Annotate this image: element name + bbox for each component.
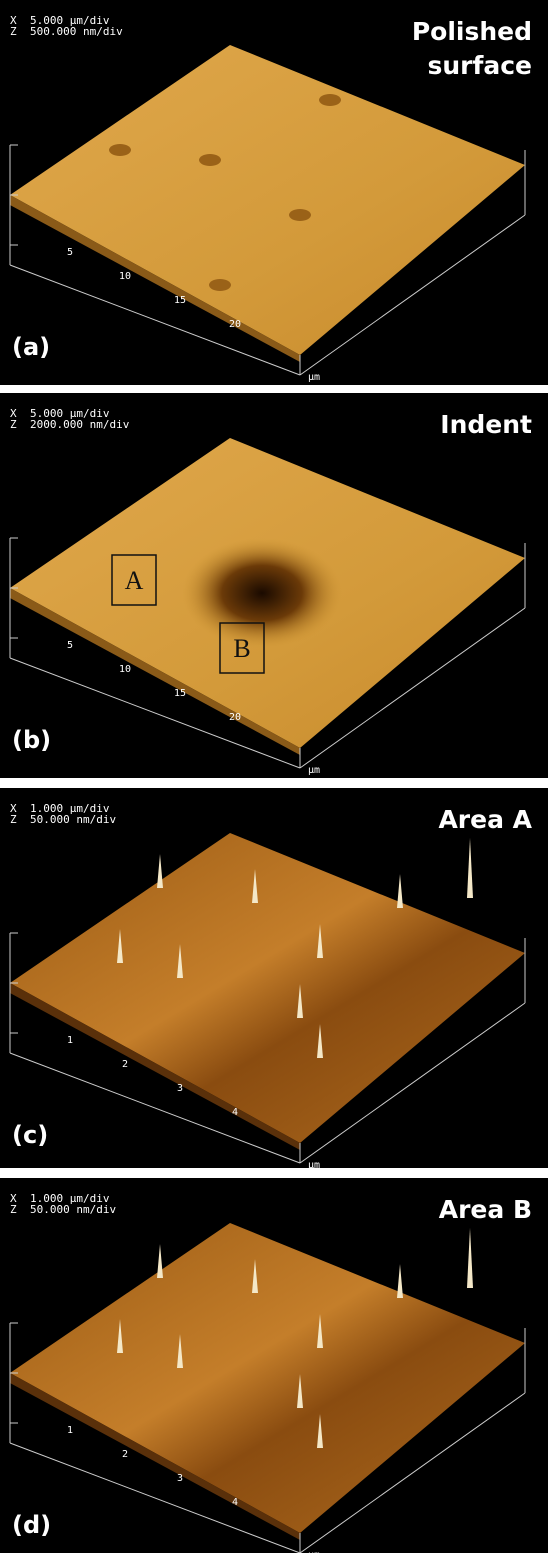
scale-axis: Z	[10, 25, 17, 38]
scale-value: 50.000 nm/div	[30, 813, 116, 826]
scale-value: 500.000 nm/div	[30, 25, 123, 38]
x-tick-label: 4	[232, 1107, 238, 1118]
x-tick-label: 2	[122, 1449, 128, 1460]
unit-label: µm	[308, 372, 320, 383]
x-tick-label: 15	[174, 295, 186, 306]
unit-label: µm	[308, 1160, 320, 1171]
panel-label: (c)	[12, 1121, 48, 1149]
figure: 5101520µmX5.000 µm/divZ500.000 nm/divPol…	[0, 0, 548, 1553]
panel-title: Area B	[439, 1195, 532, 1224]
scale-axis: Z	[10, 813, 17, 826]
x-tick-label: 5	[67, 640, 73, 651]
x-tick-label: 1	[67, 1425, 73, 1436]
panel-label: (d)	[12, 1511, 51, 1539]
indent	[182, 538, 342, 648]
x-tick-label: 1	[67, 1035, 73, 1046]
panel-label: (b)	[12, 726, 51, 754]
panel-label: (a)	[12, 333, 50, 361]
x-tick-label: 15	[174, 688, 186, 699]
x-tick-label: 3	[177, 1083, 183, 1094]
pit	[109, 144, 131, 156]
panel-title: Area A	[438, 805, 532, 834]
scale-value: 50.000 nm/div	[30, 1203, 116, 1216]
x-tick-label: 2	[122, 1059, 128, 1070]
x-tick-label: 4	[232, 1497, 238, 1508]
pit	[289, 209, 311, 221]
pit	[209, 279, 231, 291]
region-label: A	[125, 566, 144, 595]
x-tick-label: 10	[119, 271, 131, 282]
panel-title: surface	[427, 51, 532, 80]
scale-axis: Z	[10, 418, 17, 431]
scale-axis: Z	[10, 1203, 17, 1216]
x-tick-label: 10	[119, 664, 131, 675]
x-tick-label: 20	[229, 712, 241, 723]
x-tick-label: 5	[67, 247, 73, 258]
panel-title: Polished	[412, 17, 532, 46]
pit	[319, 94, 341, 106]
x-tick-label: 20	[229, 319, 241, 330]
x-tick-label: 3	[177, 1473, 183, 1484]
scale-value: 2000.000 nm/div	[30, 418, 130, 431]
pit	[199, 154, 221, 166]
panel-title: Indent	[440, 410, 532, 439]
region-label: B	[233, 634, 250, 663]
unit-label: µm	[308, 765, 320, 776]
